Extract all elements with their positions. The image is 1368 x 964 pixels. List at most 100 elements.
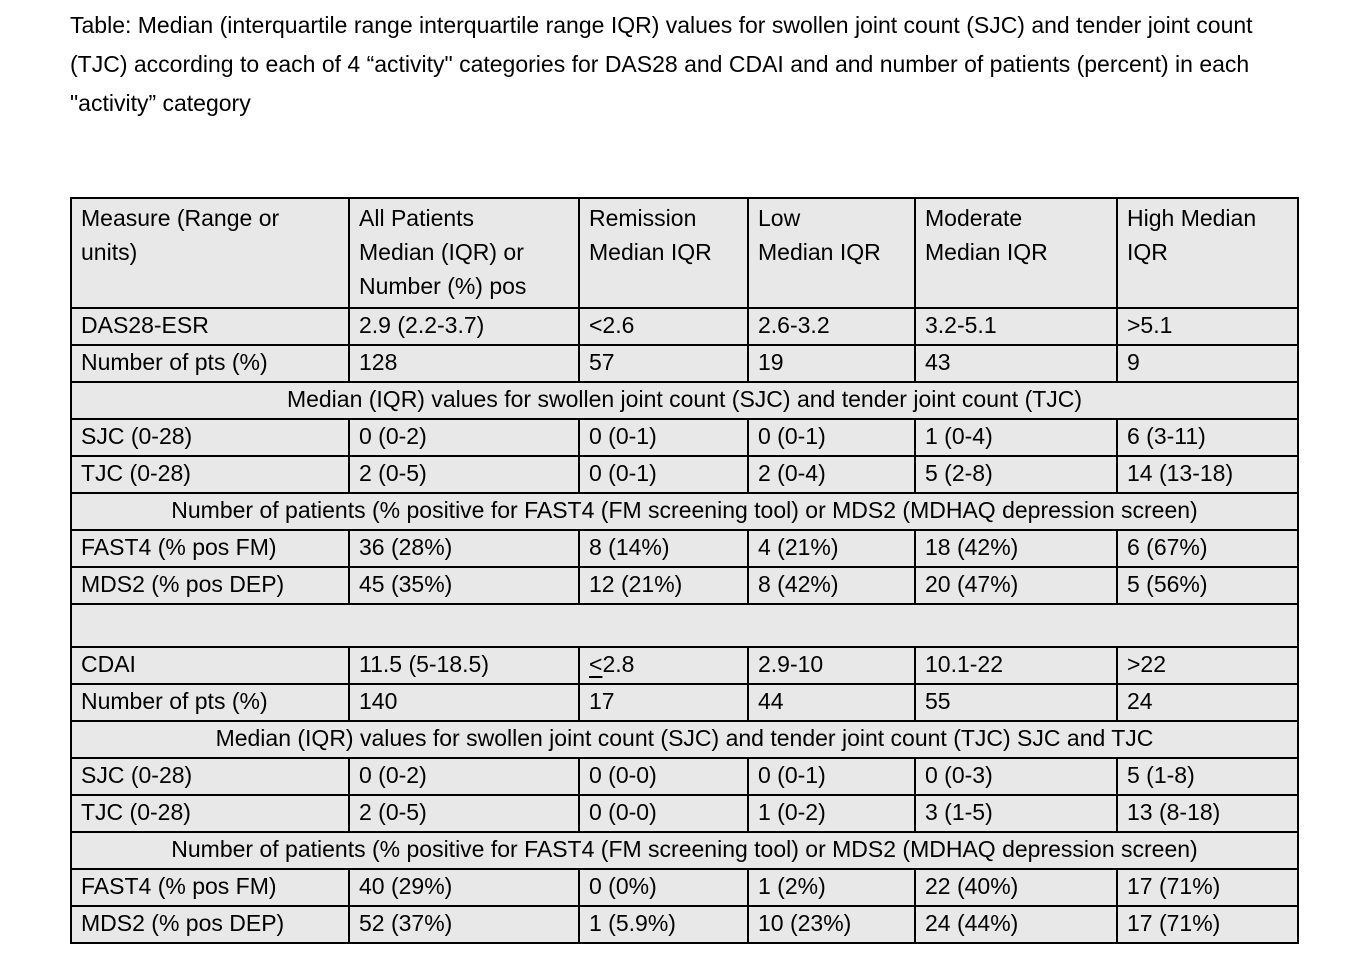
value-cell: 6 (3-11): [1116, 418, 1299, 457]
value-cell: 3.2-5.1: [914, 307, 1118, 346]
value-cell: 57: [578, 344, 749, 383]
measure-cell: Number of pts (%): [70, 344, 350, 383]
measure-cell: TJC (0-28): [70, 455, 350, 494]
blank-row: [70, 603, 1299, 648]
value-cell: 36 (28%): [348, 529, 580, 568]
value-cell: >22: [1116, 646, 1299, 685]
value-cell: 4 (21%): [747, 529, 916, 568]
value-cell: 14 (13-18): [1116, 455, 1299, 494]
underlined-text: <: [589, 651, 603, 677]
value-cell: 19: [747, 344, 916, 383]
value-cell: 1 (2%): [747, 868, 916, 907]
value-cell: >5.1: [1116, 307, 1299, 346]
value-cell: 55: [914, 683, 1118, 722]
header-row: Measure (Range or units) All Patients Med…: [70, 197, 1299, 309]
table-row: DAS28-ESR 2.9 (2.2-3.7) <2.6 2.6-3.2 3.2-5.1…: [70, 307, 1299, 346]
value-cell: 0 (0-1): [747, 418, 916, 457]
value-cell: 0 (0-2): [348, 418, 580, 457]
results-table: Measure (Range or units) All Patients Med…: [70, 197, 1299, 944]
measure-cell: MDS2 (% pos DEP): [70, 566, 350, 605]
table-header: Measure (Range or units) All Patients Med…: [70, 197, 1299, 309]
value-cell: 45 (35%): [348, 566, 580, 605]
blank-cell: [70, 603, 1299, 648]
value-cell: 10 (23%): [747, 905, 916, 944]
value-cell: 1 (0-4): [914, 418, 1118, 457]
value-cell: 5 (1-8): [1116, 757, 1299, 796]
column-header-5: Moderate Median IQR: [914, 197, 1118, 309]
table-row: TJC (0-28) 2 (0-5) 0 (0-1) 2 (0-4) 5 (2-8) 14…: [70, 455, 1299, 494]
measure-cell: MDS2 (% pos DEP): [70, 905, 350, 944]
column-header-2: All Patients Median (IQR) or Number (%) …: [348, 197, 580, 309]
section-row: Median (IQR) values for swollen joint co…: [70, 720, 1299, 759]
table-body: DAS28-ESR 2.9 (2.2-3.7) <2.6 2.6-3.2 3.2-5.1…: [70, 307, 1299, 944]
value-cell: 13 (8-18): [1116, 794, 1299, 833]
table-row: MDS2 (% pos DEP) 45 (35%) 12 (21%) 8 (42%) 2…: [70, 566, 1299, 605]
value-cell: 0 (0-1): [578, 418, 749, 457]
value-cell: 17 (71%): [1116, 905, 1299, 944]
value-cell: 2.9 (2.2-3.7): [348, 307, 580, 346]
value-cell: 20 (47%): [914, 566, 1118, 605]
table-row: SJC (0-28) 0 (0-2) 0 (0-0) 0 (0-1) 0 (0-3) 5 …: [70, 757, 1299, 796]
section-label: Median (IQR) values for swollen joint co…: [70, 381, 1299, 420]
value-cell: 9: [1116, 344, 1299, 383]
value-cell: 10.1-22: [914, 646, 1118, 685]
table-row: TJC (0-28) 2 (0-5) 0 (0-0) 1 (0-2) 3 (1-5) 13…: [70, 794, 1299, 833]
page-title: Table: Median (interquartile range inter…: [70, 12, 1253, 116]
value-cell: 17: [578, 683, 749, 722]
measure-cell: CDAI: [70, 646, 350, 685]
value-cell: 0 (0-0): [578, 794, 749, 833]
value-cell: 140: [348, 683, 580, 722]
value-cell: 40 (29%): [348, 868, 580, 907]
value-cell: 2 (0-5): [348, 455, 580, 494]
measure-cell: FAST4 (% pos FM): [70, 529, 350, 568]
section-label: Number of patients (% positive for FAST4…: [70, 831, 1299, 870]
measure-cell: DAS28-ESR: [70, 307, 350, 346]
value-cell: 0 (0-0): [578, 757, 749, 796]
value-cell: 3 (1-5): [914, 794, 1118, 833]
section-label: Number of patients (% positive for FAST4…: [70, 492, 1299, 531]
value-cell: <2.6: [578, 307, 749, 346]
value-cell: 0 (0-1): [578, 455, 749, 494]
value-cell: 24 (44%): [914, 905, 1118, 944]
value-cell: 52 (37%): [348, 905, 580, 944]
value-cell: 18 (42%): [914, 529, 1118, 568]
value-cell: 0 (0-1): [747, 757, 916, 796]
table-row: CDAI 11.5 (5-18.5) <2.8 2.9-10 10.1-22 >22: [70, 646, 1299, 685]
column-header-4: Low Median IQR: [747, 197, 916, 309]
table-row: FAST4 (% pos FM) 40 (29%) 0 (0%) 1 (2%) 22 (…: [70, 868, 1299, 907]
measure-cell: FAST4 (% pos FM): [70, 868, 350, 907]
measure-cell: SJC (0-28): [70, 418, 350, 457]
table-row: SJC (0-28) 0 (0-2) 0 (0-1) 0 (0-1) 1 (0-4) 6 …: [70, 418, 1299, 457]
table-row: Number of pts (%) 128 57 19 43 9: [70, 344, 1299, 383]
value-cell: 2.9-10: [747, 646, 916, 685]
value-cell: 17 (71%): [1116, 868, 1299, 907]
value-cell: 0 (0-2): [348, 757, 580, 796]
value-cell: 43: [914, 344, 1118, 383]
table-row: Number of pts (%) 140 17 44 55 24: [70, 683, 1299, 722]
section-row: Number of patients (% positive for FAST4…: [70, 831, 1299, 870]
column-header-3: Remission Median IQR: [578, 197, 749, 309]
value-cell: 5 (56%): [1116, 566, 1299, 605]
section-row: Number of patients (% positive for FAST4…: [70, 492, 1299, 531]
column-header-6: High Median IQR: [1116, 197, 1299, 309]
value-cell: 1 (5.9%): [578, 905, 749, 944]
value-cell: 0 (0%): [578, 868, 749, 907]
value-cell: 8 (14%): [578, 529, 749, 568]
value-cell: 2.6-3.2: [747, 307, 916, 346]
column-header-1: Measure (Range or units): [70, 197, 350, 309]
value-cell: 6 (67%): [1116, 529, 1299, 568]
value-cell: 2 (0-5): [348, 794, 580, 833]
value-cell: 12 (21%): [578, 566, 749, 605]
section-row: Median (IQR) values for swollen joint co…: [70, 381, 1299, 420]
value-cell: 128: [348, 344, 580, 383]
value-cell: 11.5 (5-18.5): [348, 646, 580, 685]
measure-cell: TJC (0-28): [70, 794, 350, 833]
value-cell: 44: [747, 683, 916, 722]
value-cell: 24: [1116, 683, 1299, 722]
value-cell: <2.8: [578, 646, 749, 685]
measure-cell: SJC (0-28): [70, 757, 350, 796]
value-cell: 22 (40%): [914, 868, 1118, 907]
value-cell: 1 (0-2): [747, 794, 916, 833]
table-row: MDS2 (% pos DEP) 52 (37%) 1 (5.9%) 10 (23%)…: [70, 905, 1299, 944]
